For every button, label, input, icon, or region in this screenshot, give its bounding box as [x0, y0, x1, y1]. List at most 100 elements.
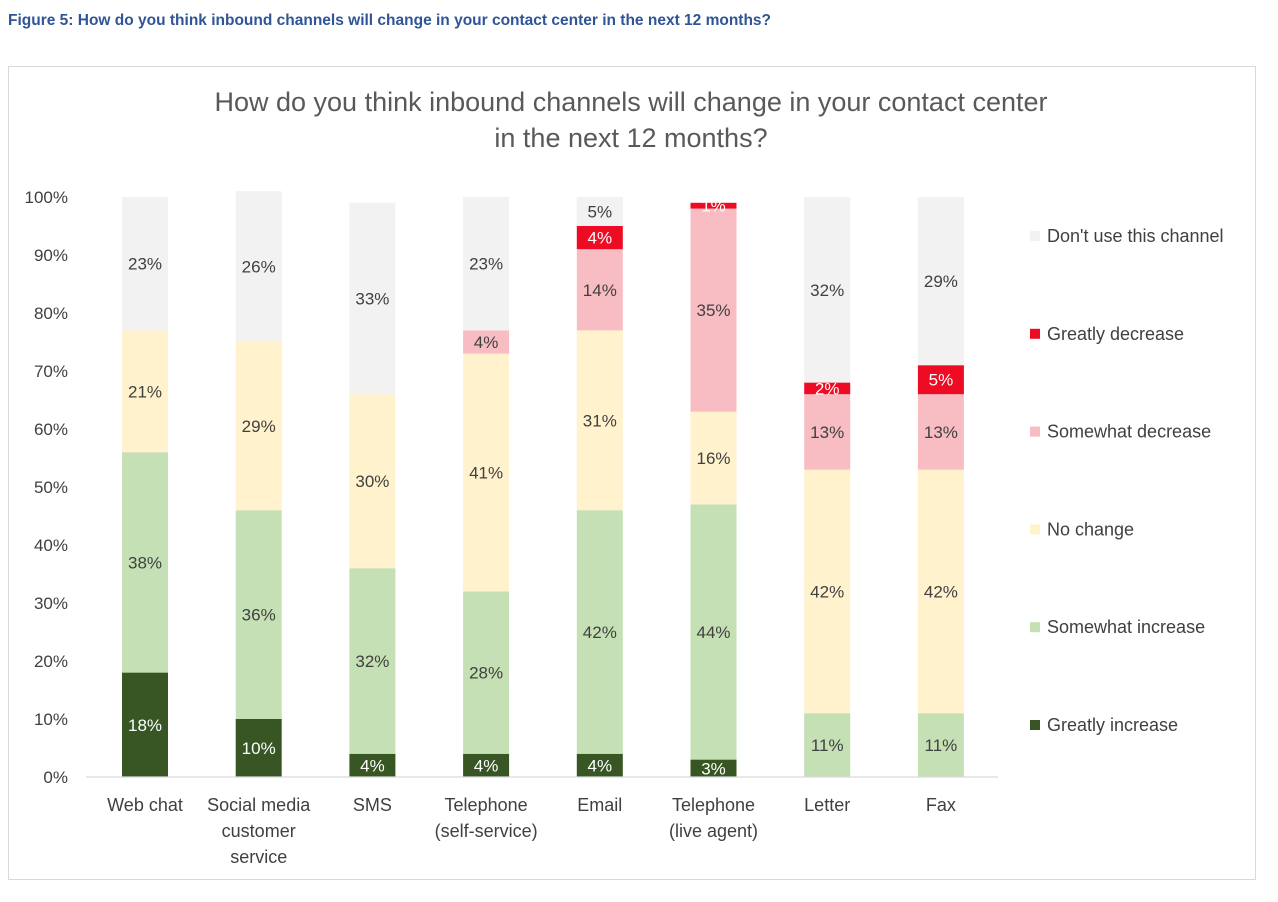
data-label: 13%: [924, 423, 958, 442]
data-label: 36%: [242, 606, 276, 625]
y-tick-label: 90%: [34, 246, 68, 265]
bar-segment: [804, 197, 851, 383]
data-label: 5%: [588, 203, 613, 222]
data-label: 42%: [583, 623, 617, 642]
bar-segment: [463, 753, 510, 777]
chart-title-line-1: How do you think inbound channels will c…: [214, 87, 1048, 117]
x-category-label: SMS: [353, 795, 392, 815]
data-label: 26%: [242, 258, 276, 277]
bar-segment: [122, 672, 168, 777]
x-category-label: Fax: [926, 795, 956, 815]
data-label: 4%: [588, 229, 613, 248]
data-label: 29%: [242, 417, 276, 436]
bar-segment: [917, 469, 964, 714]
bar-segment: [349, 568, 396, 754]
x-category-label: Email: [577, 795, 622, 815]
legend-swatch: [1030, 622, 1040, 633]
y-tick-label: 20%: [34, 652, 68, 671]
data-label: 4%: [474, 756, 499, 775]
legend-label: Greatly increase: [1047, 715, 1178, 735]
y-tick-label: 0%: [43, 768, 68, 787]
bar-segment: [690, 411, 737, 505]
data-label: 10%: [242, 739, 276, 758]
data-label: 11%: [925, 736, 958, 755]
bar-segment: [235, 719, 282, 777]
legend-label: No change: [1047, 519, 1134, 539]
bar-segment: [463, 353, 510, 592]
data-label: 4%: [588, 756, 613, 775]
y-tick-label: 100%: [25, 188, 68, 207]
bar-segment: [917, 197, 964, 366]
bar-segment: [690, 504, 737, 760]
bar-segment: [690, 208, 737, 412]
legend-swatch: [1030, 231, 1040, 241]
data-label: 32%: [355, 652, 389, 671]
data-label: 32%: [810, 281, 844, 300]
y-tick-label: 60%: [34, 420, 68, 439]
data-label: 16%: [696, 449, 730, 468]
x-category-label: service: [230, 847, 287, 867]
bar-segment: [804, 469, 851, 714]
bar-segment: [349, 202, 396, 395]
data-label: 1%: [701, 197, 726, 216]
data-label: 30%: [355, 472, 389, 491]
bar-segment: [463, 330, 510, 354]
legend-label: Somewhat decrease: [1047, 422, 1211, 442]
data-label: 23%: [469, 255, 503, 274]
data-label: 13%: [810, 423, 844, 442]
bar-segment: [917, 394, 964, 470]
data-label: 18%: [128, 716, 162, 735]
x-category-label: Letter: [804, 795, 850, 815]
legend-label: Don't use this channel: [1047, 226, 1224, 246]
bar-segment: [576, 226, 623, 250]
data-label: 11%: [811, 736, 844, 755]
legend-swatch: [1030, 328, 1040, 339]
data-label: 5%: [929, 371, 954, 390]
data-label: 35%: [696, 301, 730, 320]
data-label: 44%: [696, 623, 730, 642]
bar-segment: [576, 753, 623, 777]
x-category-label: Social media: [207, 795, 311, 815]
legend-swatch: [1030, 426, 1040, 437]
bar-segment: [690, 759, 737, 777]
y-tick-label: 30%: [34, 594, 68, 613]
bar-segment: [349, 394, 396, 569]
data-label: 4%: [360, 756, 385, 775]
legend-swatch: [1030, 720, 1040, 730]
data-label: 2%: [815, 379, 840, 398]
data-label: 38%: [128, 553, 162, 572]
data-label: 28%: [469, 664, 503, 683]
chart-frame: [8, 66, 1256, 880]
data-label: 21%: [128, 382, 162, 401]
bar-segment: [804, 394, 851, 470]
chart-title-line-2: in the next 12 months?: [494, 123, 768, 153]
data-label: 29%: [924, 272, 958, 291]
bar-segment: [804, 713, 851, 777]
bar-segment: [463, 197, 510, 331]
data-label: 23%: [128, 255, 162, 274]
data-label: 42%: [924, 582, 958, 601]
x-category-label: (self-service): [435, 821, 538, 841]
bar-segment: [917, 365, 964, 395]
bar-segment: [804, 382, 851, 395]
data-label: 31%: [583, 411, 617, 430]
bar-segment: [235, 342, 282, 511]
y-tick-label: 80%: [34, 304, 68, 323]
x-category-label: Telephone: [672, 795, 755, 815]
bar-segment: [349, 753, 396, 777]
data-label: 3%: [701, 759, 726, 778]
x-category-label: Telephone: [445, 795, 528, 815]
data-label: 42%: [810, 582, 844, 601]
bar-segment: [122, 452, 168, 673]
y-tick-label: 10%: [34, 710, 68, 729]
legend-swatch: [1030, 524, 1040, 535]
bar-segment: [122, 197, 168, 331]
bar-segment: [576, 330, 623, 511]
x-category-label: Web chat: [107, 795, 183, 815]
bar-segment: [235, 191, 282, 342]
bar-segment: [122, 330, 168, 453]
data-label: 4%: [474, 333, 499, 352]
data-label: 14%: [583, 281, 617, 300]
data-label: 33%: [355, 290, 389, 309]
